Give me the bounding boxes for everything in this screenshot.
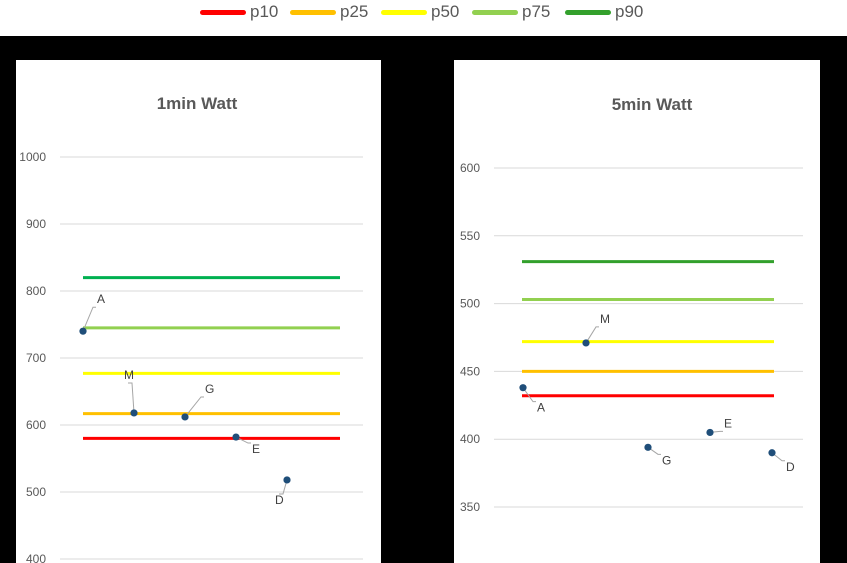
chart-panel-1min: 1min Watt 400 500 600 700 800 900 1000 A M G E D: [16, 60, 381, 563]
legend-swatch: [472, 9, 518, 15]
data-label-D: D: [786, 460, 795, 474]
legend-label: p90: [615, 2, 644, 21]
leader-line: [585, 326, 599, 344]
data-point-D: [283, 476, 291, 484]
chart-5min: 5min Watt 350 400 450 500 550 600 A M G E D: [460, 95, 803, 514]
legend-label: p25: [340, 2, 369, 21]
y-tick-label: 450: [460, 364, 480, 378]
y-tick-label: 500: [460, 297, 480, 311]
leader-line: [647, 446, 661, 455]
data-point-E: [232, 433, 240, 441]
leader-line: [128, 382, 135, 413]
data-point-M: [582, 339, 590, 347]
legend-label: p50: [431, 2, 460, 21]
chart-title: 1min Watt: [157, 94, 238, 113]
data-label-M: M: [124, 368, 134, 382]
leader-line: [184, 396, 204, 418]
leader-line: [279, 479, 288, 495]
legend-item-p75: p75: [472, 2, 550, 22]
data-point-G: [644, 443, 652, 451]
data-point-A: [79, 327, 87, 335]
legend-swatch: [200, 9, 246, 15]
data-point-D: [768, 449, 776, 457]
y-tick-label: 800: [26, 284, 46, 298]
legend-item-p25: p25: [290, 2, 368, 22]
chart-panel-5min: 5min Watt 350 400 450 500 550 600 A M G E D: [454, 60, 820, 563]
y-tick-label: 600: [26, 418, 46, 432]
y-tick-label: 900: [26, 217, 46, 231]
legend-item-p50: p50: [381, 2, 459, 22]
y-tick-label: 600: [460, 161, 480, 175]
y-tick-label: 700: [26, 351, 46, 365]
data-label-E: E: [724, 416, 732, 430]
data-label-D: D: [275, 493, 284, 507]
y-tick-label: 550: [460, 229, 480, 243]
data-point-G: [181, 413, 189, 421]
data-label-A: A: [97, 292, 105, 306]
data-point-M: [130, 409, 138, 417]
chart-1min: 1min Watt 400 500 600 700 800 900 1000 A M G E D: [19, 94, 363, 563]
chart-title: 5min Watt: [612, 95, 693, 114]
y-tick-label: 500: [26, 485, 46, 499]
legend-swatch: [565, 9, 611, 15]
y-tick-label: 1000: [19, 150, 46, 164]
legend-swatch: [381, 9, 427, 15]
data-label-G: G: [662, 453, 671, 467]
data-label-G: G: [205, 382, 214, 396]
data-label-A: A: [537, 401, 545, 415]
legend-swatch: [290, 9, 336, 15]
data-label-M: M: [600, 312, 610, 326]
legend-label: p75: [522, 2, 551, 21]
legend-item-p90: p90: [565, 2, 643, 22]
y-tick-label: 400: [460, 432, 480, 446]
y-tick-label: 350: [460, 500, 480, 514]
data-point-A: [519, 384, 527, 392]
leader-line: [235, 436, 251, 444]
leader-line: [771, 452, 785, 462]
data-point-E: [706, 428, 714, 437]
legend-label: p10: [250, 2, 279, 21]
legend-item-p10: p10: [200, 2, 278, 22]
leader-line: [522, 387, 536, 403]
leader-line: [82, 306, 96, 332]
y-tick-label: 400: [26, 552, 46, 563]
legend: p10 p25 p50 p75 p90: [0, 0, 847, 36]
data-label-E: E: [252, 442, 260, 456]
